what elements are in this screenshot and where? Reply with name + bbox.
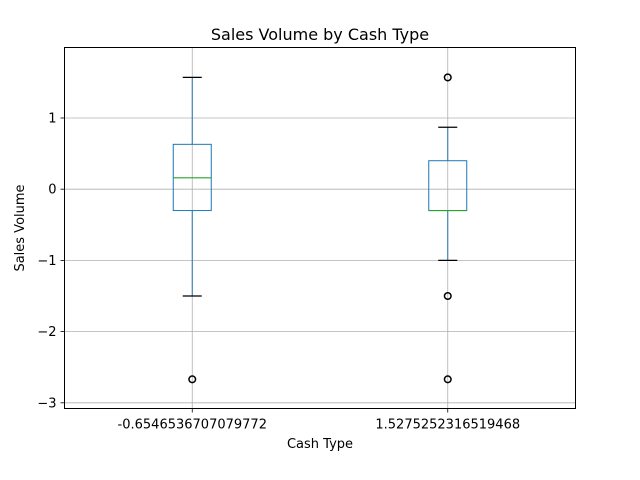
y-axis-label: Sales Volume bbox=[13, 184, 28, 271]
chart-title: Sales Volume by Cash Type bbox=[211, 25, 429, 44]
x-tick-label: 1.5275252316519468 bbox=[375, 418, 520, 433]
y-tick-label: −2 bbox=[37, 325, 56, 340]
y-tick-label: −3 bbox=[37, 396, 56, 411]
y-tick-label: 1 bbox=[48, 111, 56, 126]
box-series bbox=[172, 73, 468, 384]
outlier-point bbox=[188, 375, 197, 384]
outlier-point bbox=[443, 73, 452, 82]
x-tick-label: -0.6546536707079772 bbox=[118, 418, 267, 433]
y-tick-label: 0 bbox=[48, 183, 56, 198]
plot-area-frame bbox=[64, 47, 576, 409]
x-axis-label: Cash Type bbox=[287, 437, 353, 452]
axis-ticks: 1 0 −1 −2 −3 -0.6546536707079772 1.52752523165… bbox=[37, 111, 520, 432]
outlier-point bbox=[443, 291, 452, 301]
outlier-point bbox=[443, 375, 452, 384]
y-tick-label: −1 bbox=[37, 254, 56, 269]
